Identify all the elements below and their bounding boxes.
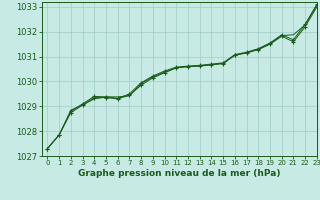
X-axis label: Graphe pression niveau de la mer (hPa): Graphe pression niveau de la mer (hPa)	[78, 169, 280, 178]
